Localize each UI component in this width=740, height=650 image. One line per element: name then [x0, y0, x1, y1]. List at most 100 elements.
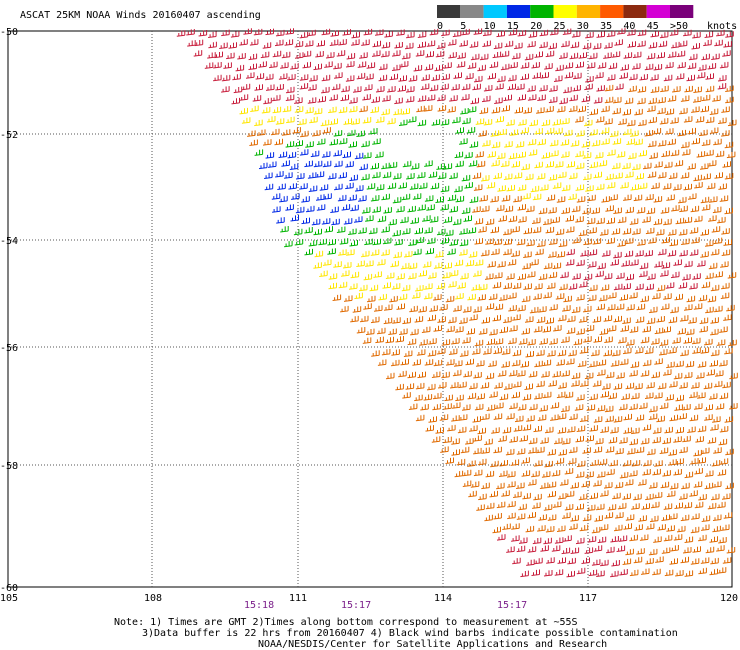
wind-barb: [541, 119, 551, 127]
wind-barb: [726, 547, 736, 554]
wind-barb: [562, 28, 572, 35]
wind-barb: [503, 248, 512, 256]
wind-barb: [545, 106, 554, 113]
wind-barb: [265, 84, 275, 91]
wind-barb: [471, 348, 481, 355]
wind-barb: [570, 547, 580, 554]
wind-barb: [416, 349, 426, 356]
wind-barb: [516, 83, 525, 91]
wind-barb: [527, 94, 537, 101]
wind-barb: [371, 350, 380, 357]
wind-barb: [285, 28, 294, 35]
wind-barb: [403, 251, 413, 258]
wind-barb: [426, 40, 436, 47]
wind-barb: [455, 127, 464, 134]
wind-barb: [441, 371, 450, 379]
wind-barb: [644, 130, 654, 137]
wind-barb: [477, 427, 486, 435]
wind-barb: [530, 185, 540, 193]
wind-barb: [684, 570, 694, 577]
wind-barb: [637, 239, 646, 246]
wind-barb: [383, 317, 393, 325]
wind-barb: [569, 413, 578, 421]
wind-barb: [562, 512, 571, 519]
wind-barb: [456, 458, 466, 466]
wind-barb: [494, 303, 504, 311]
legend-bin-label: 15: [507, 21, 519, 32]
wind-barb: [478, 226, 487, 233]
wind-barb: [321, 28, 331, 36]
wind-barb: [448, 281, 457, 288]
wind-barb: [724, 141, 734, 149]
wind-barb: [543, 292, 552, 299]
wind-barb: [701, 515, 711, 522]
wind-barb: [659, 270, 669, 277]
wind-barb: [659, 339, 669, 346]
wind-barb: [537, 94, 546, 101]
wind-barb: [690, 526, 700, 534]
wind-barb: [687, 163, 696, 170]
wind-barb: [683, 372, 693, 379]
wind-barb: [461, 207, 471, 214]
wind-barb: [521, 328, 530, 335]
wind-barb: [723, 512, 733, 519]
wind-barb: [647, 140, 657, 148]
wind-barb: [704, 240, 714, 247]
wind-barb: [219, 42, 228, 49]
wind-barb: [719, 326, 728, 333]
wind-barb: [522, 424, 532, 431]
wind-barb: [604, 96, 614, 104]
wind-barb: [625, 273, 634, 281]
wind-barb: [515, 141, 525, 148]
wind-barb: [472, 83, 481, 91]
wind-barb: [538, 273, 548, 281]
wind-barb: [699, 129, 708, 137]
latitude-tick-label: -52: [0, 130, 18, 141]
wind-barb: [650, 338, 660, 345]
wind-barb: [264, 183, 274, 191]
wind-barb: [723, 41, 732, 48]
wind-barb: [392, 230, 401, 237]
wind-barb: [247, 130, 256, 137]
wind-barb: [566, 315, 576, 323]
wind-barb: [330, 206, 339, 213]
wind-barb: [465, 260, 475, 267]
legend-swatch: [623, 5, 647, 18]
wind-barb: [578, 316, 588, 323]
wind-barb: [576, 567, 586, 575]
wind-barb: [561, 370, 570, 377]
wind-barb: [527, 546, 537, 553]
wind-barb: [610, 536, 619, 543]
wind-barb: [322, 259, 332, 266]
wind-barb: [584, 372, 594, 380]
wind-barb: [382, 282, 391, 289]
wind-barb: [620, 64, 629, 71]
wind-barb: [596, 405, 606, 412]
wind-barb: [449, 239, 458, 246]
wind-barb: [448, 52, 457, 59]
wind-barb: [647, 105, 656, 112]
wind-barb: [650, 86, 660, 93]
wind-barb: [606, 304, 616, 311]
wind-barb: [660, 85, 669, 93]
wind-barb: [486, 404, 496, 411]
wind-barb: [720, 524, 730, 531]
wind-barb: [616, 545, 626, 552]
wind-barb: [334, 183, 343, 191]
wind-barb: [619, 294, 628, 301]
wind-barb: [428, 416, 437, 423]
wind-barb: [619, 437, 628, 444]
wind-barb: [553, 75, 563, 82]
wind-barb: [707, 502, 717, 510]
wind-barb: [541, 152, 550, 159]
wind-barb: [358, 227, 367, 234]
wind-barb: [299, 183, 308, 190]
wind-barb: [516, 545, 526, 553]
wind-barb: [722, 50, 731, 57]
wind-barb: [417, 31, 427, 38]
wind-barb: [721, 493, 731, 500]
wind-barb: [708, 196, 718, 203]
wind-barb: [486, 338, 495, 346]
wind-barb: [539, 29, 549, 37]
wind-barb: [516, 513, 526, 520]
